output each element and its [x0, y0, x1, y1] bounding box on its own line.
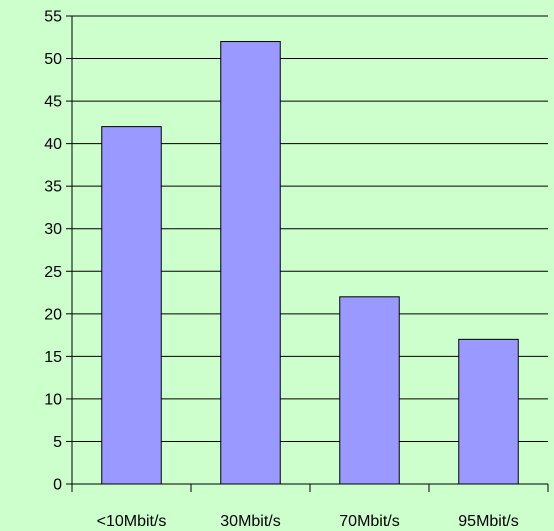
y-tick-label: 20 — [44, 306, 62, 323]
bar-2 — [339, 296, 400, 485]
y-tick-label: 40 — [44, 136, 62, 153]
y-tick-label: 10 — [44, 391, 62, 408]
x-tick-label: 30Mbit/s — [220, 513, 280, 530]
y-tick-label: 45 — [44, 94, 62, 111]
y-tick-label: 35 — [44, 179, 62, 196]
bars — [101, 41, 519, 485]
y-tick-label: 50 — [44, 51, 62, 68]
y-tick-label: 25 — [44, 264, 62, 281]
y-tick-label: 5 — [53, 434, 62, 451]
y-tick-labels: 0 5 10 15 20 25 30 35 40 45 50 55 — [44, 9, 62, 494]
x-tick-label: 70Mbit/s — [339, 513, 399, 530]
x-tick-labels: <10Mbit/s 30Mbit/s 70Mbit/s 95Mbit/s — [97, 513, 519, 530]
bar-1 — [220, 41, 281, 485]
y-tick-label: 30 — [44, 221, 62, 238]
bar-0 — [101, 126, 162, 485]
y-tick-label: 15 — [44, 349, 62, 366]
y-tick-label: 0 — [53, 477, 62, 494]
bar-3 — [458, 338, 519, 485]
x-tick-label: <10Mbit/s — [97, 513, 167, 530]
x-tick-label: 95Mbit/s — [458, 513, 518, 530]
axes — [66, 15, 549, 492]
y-tick-label: 55 — [44, 9, 62, 26]
